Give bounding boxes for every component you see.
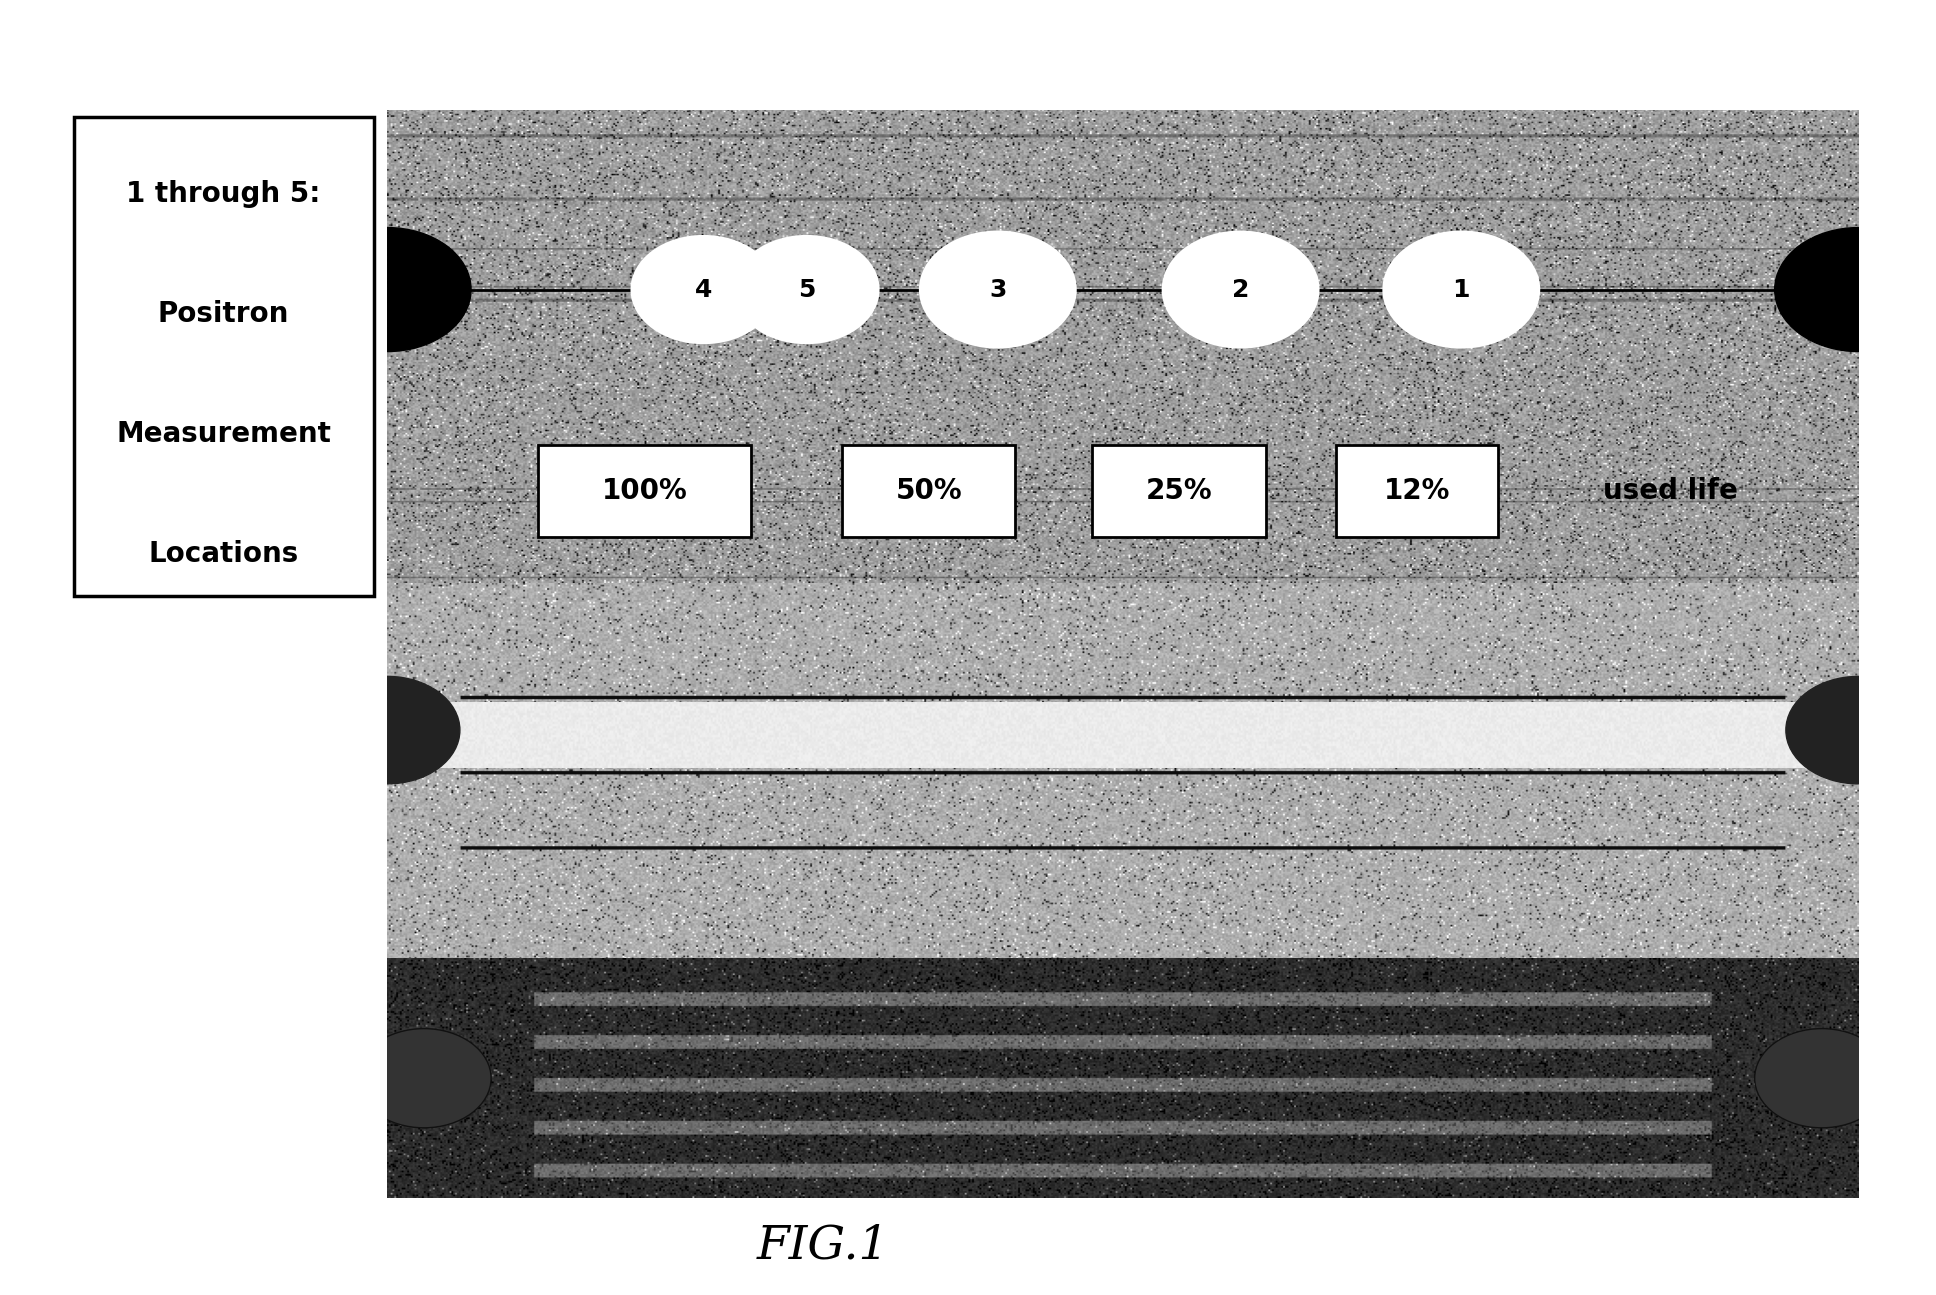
Wedge shape — [387, 676, 461, 783]
Text: 12%: 12% — [1384, 477, 1450, 505]
Wedge shape — [1775, 228, 1859, 351]
Text: Locations: Locations — [149, 540, 298, 567]
Text: 5: 5 — [798, 277, 815, 302]
Text: 1: 1 — [1452, 277, 1469, 302]
Wedge shape — [1785, 676, 1859, 783]
Text: 1 through 5:: 1 through 5: — [126, 180, 321, 208]
Text: Measurement: Measurement — [116, 420, 331, 448]
Bar — [74, 117, 374, 596]
Text: Positron: Positron — [159, 300, 288, 328]
Circle shape — [922, 233, 1074, 346]
Circle shape — [736, 237, 877, 342]
Text: 100%: 100% — [602, 477, 687, 505]
Text: 25%: 25% — [1146, 477, 1212, 505]
Text: 3: 3 — [989, 277, 1007, 302]
Text: 4: 4 — [695, 277, 712, 302]
Circle shape — [633, 237, 774, 342]
Text: 50%: 50% — [894, 477, 962, 505]
Text: 2: 2 — [1231, 277, 1249, 302]
Circle shape — [1164, 233, 1316, 346]
Circle shape — [356, 1028, 492, 1128]
Wedge shape — [387, 228, 470, 351]
Bar — [842, 444, 1016, 537]
Text: FIG.1: FIG.1 — [757, 1224, 889, 1268]
Text: used life: used life — [1603, 477, 1739, 505]
Bar — [1336, 444, 1498, 537]
Bar — [1092, 444, 1266, 537]
Circle shape — [1384, 233, 1537, 346]
Circle shape — [1754, 1028, 1890, 1128]
Bar — [538, 444, 751, 537]
